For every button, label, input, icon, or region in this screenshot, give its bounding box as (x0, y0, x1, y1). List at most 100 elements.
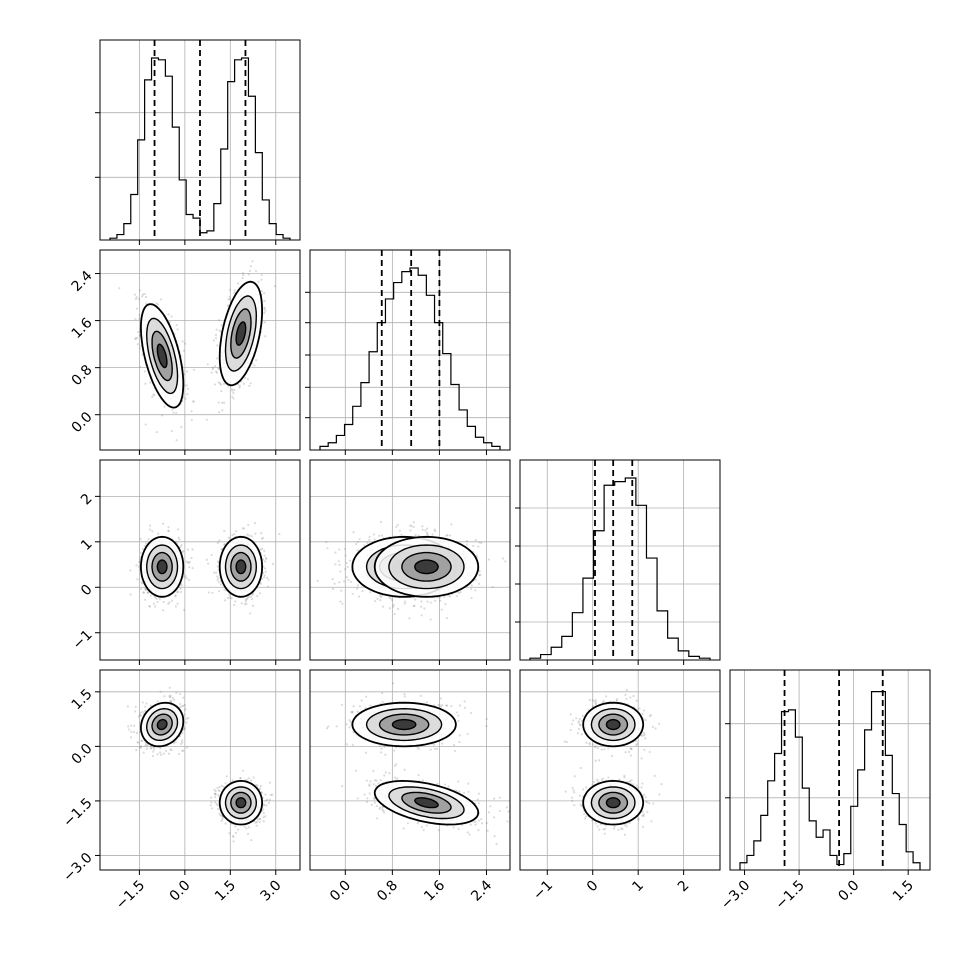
scatter-point (235, 530, 238, 533)
scatter-point (149, 381, 152, 384)
panel-3-0 (95, 669, 301, 875)
scatter-point (167, 529, 170, 533)
scatter-point (345, 561, 348, 565)
scatter-point (180, 425, 183, 429)
scatter-point (424, 529, 427, 532)
scatter-point (176, 528, 180, 531)
scatter-point (217, 381, 220, 384)
scatter-point (218, 382, 222, 385)
scatter-point (260, 531, 263, 535)
panel-frame (99, 249, 301, 451)
scatter-point (146, 744, 149, 747)
scatter-point (152, 750, 155, 753)
scatter-point (167, 602, 170, 605)
scatter-point (134, 710, 137, 713)
scatter-point (182, 550, 185, 553)
scatter-point (183, 728, 186, 731)
scatter-point (247, 523, 250, 527)
scatter-point (263, 321, 266, 324)
scatter-point (190, 410, 193, 413)
scatter-point (340, 589, 343, 592)
scatter-point (260, 278, 263, 281)
scatter-point (151, 530, 154, 533)
scatter-point (429, 601, 432, 604)
scatter-point (337, 560, 340, 563)
scatter-point (263, 549, 266, 553)
scatter-point (358, 538, 361, 541)
scatter-point (398, 529, 401, 532)
scatter-point (433, 528, 436, 531)
scatter-point (361, 589, 364, 593)
scatter-point (141, 701, 144, 704)
scatter-point (127, 728, 131, 731)
scatter-point (474, 589, 477, 592)
scatter-point (191, 566, 194, 570)
scatter-point (426, 527, 429, 530)
scatter-point (251, 604, 255, 607)
scatter-point (215, 371, 218, 374)
scatter-point (265, 557, 268, 561)
scatter-point (168, 695, 171, 698)
scatter-point (212, 339, 215, 342)
scatter-point (231, 389, 234, 392)
scatter-point (339, 600, 342, 603)
scatter-point (250, 598, 254, 601)
scatter-point (347, 578, 350, 582)
scatter-point (412, 525, 415, 529)
scatter-point (185, 384, 188, 387)
scatter-point (156, 753, 159, 756)
scatter-point (264, 309, 267, 312)
scatter-point (151, 754, 155, 758)
scatter-point (472, 544, 475, 547)
scatter-point (167, 526, 170, 529)
scatter-point (373, 538, 376, 541)
scatter-point (331, 587, 335, 591)
scatter-point (170, 315, 173, 318)
scatter-point (185, 560, 188, 563)
scatter-point (133, 293, 136, 296)
scatter-point (144, 423, 147, 426)
scatter-point (215, 328, 218, 331)
scatter-point (176, 591, 179, 594)
scatter-point (420, 614, 423, 617)
scatter-point (135, 307, 139, 310)
scatter-point (146, 591, 150, 594)
scatter-point (248, 534, 251, 537)
scatter-point (372, 533, 376, 536)
scatter-point (246, 533, 249, 536)
scatter-point (129, 593, 132, 596)
scatter-point (501, 557, 505, 560)
scatter-point (479, 573, 482, 577)
scatter-point (351, 592, 354, 596)
scatter-point (185, 746, 188, 749)
panel-content (126, 686, 274, 843)
scatter-point (478, 582, 481, 585)
panel-1-0 (95, 249, 301, 455)
scatter-point (417, 534, 420, 537)
scatter-point (341, 602, 344, 605)
scatter-point (223, 529, 226, 533)
scatter-point (247, 273, 250, 276)
scatter-point (325, 540, 328, 544)
scatter-point (221, 409, 224, 412)
scatter-point (144, 542, 148, 545)
scatter-point (409, 529, 412, 532)
scatter-point (334, 551, 337, 554)
scatter-point (233, 532, 236, 536)
scatter-point (143, 370, 146, 373)
scatter-point (181, 741, 184, 744)
scatter-point (356, 549, 359, 552)
scatter-point (161, 522, 165, 525)
scatter-point (149, 524, 152, 527)
scatter-point (182, 749, 185, 752)
scatter-point (429, 618, 432, 621)
scatter-point (167, 752, 171, 755)
scatter-point (140, 581, 143, 584)
scatter-point (211, 366, 214, 369)
scatter-point (470, 587, 473, 591)
scatter-point (138, 365, 142, 369)
scatter-point (491, 585, 494, 589)
scatter-point (188, 566, 191, 569)
scatter-point (142, 751, 145, 754)
scatter-point (152, 602, 155, 605)
